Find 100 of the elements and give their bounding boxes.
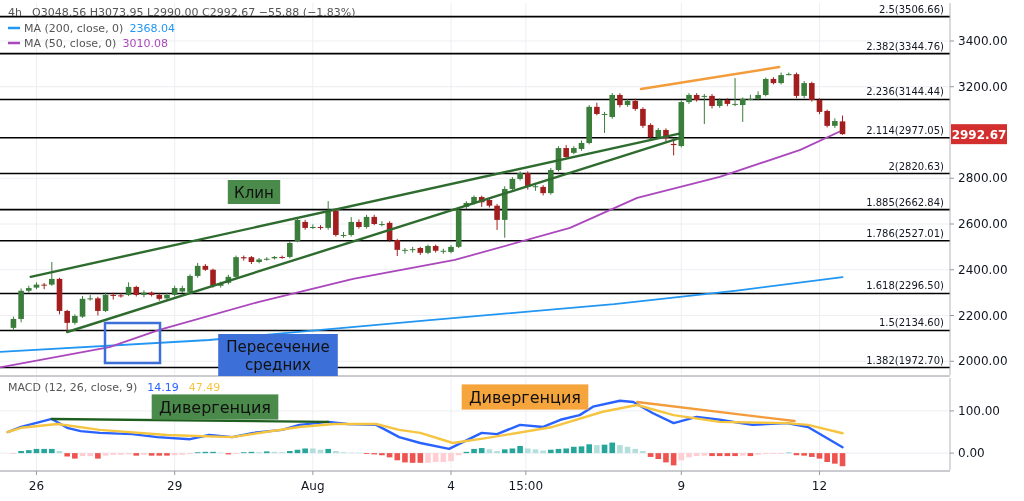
bar bbox=[25, 450, 32, 454]
chart-title: MACD (12, 26, close, 9) bbox=[8, 381, 138, 394]
bar bbox=[148, 453, 155, 456]
bar bbox=[87, 453, 93, 457]
candlestick bbox=[279, 255, 285, 260]
y-tick-label: 100.00 bbox=[958, 403, 1000, 418]
ref-line-label: 1.885(2662.84) bbox=[866, 196, 945, 208]
bar bbox=[501, 449, 508, 454]
bar bbox=[417, 453, 424, 463]
y-tick-label: 2200.00 bbox=[958, 308, 1008, 323]
bar bbox=[655, 453, 662, 460]
annotation: Дивергенция bbox=[469, 388, 581, 408]
candlestick bbox=[141, 289, 147, 298]
chart-title: 4h bbox=[8, 6, 22, 19]
bar bbox=[647, 453, 654, 457]
legend-label: MA (50, close, 0) bbox=[24, 37, 117, 50]
bar bbox=[617, 445, 623, 454]
ref-line-label: 1.382(1972.70) bbox=[866, 354, 945, 366]
bar bbox=[72, 453, 78, 459]
candlestick bbox=[325, 200, 331, 231]
bar bbox=[548, 449, 554, 454]
bar bbox=[486, 449, 493, 454]
ref-line-label: 2.114(2977.05) bbox=[866, 124, 945, 136]
bar bbox=[409, 453, 416, 463]
annotation: Дивергенция bbox=[159, 398, 271, 418]
y-tick-label: 3400.00 bbox=[958, 33, 1008, 48]
bar bbox=[440, 453, 447, 462]
bar bbox=[18, 451, 24, 454]
bar bbox=[471, 448, 477, 454]
bar bbox=[64, 453, 70, 457]
candlestick bbox=[356, 218, 362, 230]
ref-line-label: 1.5(2134.60) bbox=[878, 317, 945, 329]
y-tick-label: 3200.00 bbox=[958, 79, 1008, 94]
bar bbox=[609, 442, 616, 454]
bar bbox=[809, 453, 815, 457]
ref-line-label: 1.786(2527.01) bbox=[866, 227, 945, 239]
annotation: O3048.56 H3073.95 L2990.00 C2992.67 −55.88 (−1.83%) bbox=[31, 6, 356, 19]
candlestick bbox=[609, 92, 616, 120]
x-tick-label: 12 bbox=[811, 479, 828, 493]
annotation: 14.19 bbox=[147, 381, 179, 394]
bar bbox=[816, 453, 823, 459]
x-tick-label: 29 bbox=[167, 479, 183, 493]
candlestick bbox=[64, 309, 70, 333]
annotation: 3010.08 bbox=[122, 37, 168, 50]
candlestick bbox=[95, 296, 101, 317]
ref-line-label: 2.236(3144.44) bbox=[866, 86, 945, 98]
y-tick-label: 0.00 bbox=[958, 446, 985, 461]
candlestick bbox=[640, 106, 646, 129]
candlestick bbox=[263, 256, 270, 262]
candlestick bbox=[762, 77, 769, 97]
bar bbox=[832, 453, 838, 464]
candlestick bbox=[809, 81, 815, 103]
bar bbox=[448, 453, 454, 462]
ref-line-label: 2.382(3344.76) bbox=[866, 40, 945, 52]
bar bbox=[571, 446, 577, 454]
bar bbox=[394, 453, 401, 461]
bar bbox=[49, 448, 55, 454]
bar bbox=[302, 448, 308, 454]
bar bbox=[133, 453, 140, 456]
bar bbox=[102, 453, 109, 456]
bar bbox=[801, 453, 807, 456]
bar bbox=[532, 449, 539, 454]
candlestick bbox=[79, 295, 86, 319]
bar bbox=[640, 451, 646, 454]
bar bbox=[709, 453, 715, 457]
candlestick bbox=[41, 282, 47, 290]
bar bbox=[594, 445, 600, 454]
bar bbox=[164, 453, 170, 456]
annotation: Пересечение средних bbox=[226, 338, 330, 374]
y-tick-label: 2600.00 bbox=[958, 217, 1008, 231]
bar bbox=[478, 448, 485, 454]
y-tick-label: 2800.00 bbox=[958, 171, 1008, 186]
bar bbox=[632, 448, 639, 454]
candlestick bbox=[755, 90, 761, 101]
bar bbox=[402, 453, 408, 463]
bar bbox=[732, 453, 738, 457]
candlestick bbox=[348, 216, 355, 238]
bar bbox=[563, 448, 569, 454]
bar bbox=[494, 451, 500, 454]
bar bbox=[824, 453, 830, 462]
bar bbox=[95, 453, 101, 459]
bar bbox=[663, 453, 669, 463]
bar bbox=[310, 448, 316, 454]
bar bbox=[432, 453, 439, 462]
bar bbox=[701, 453, 708, 456]
bar bbox=[41, 448, 47, 454]
text: 2992.67 bbox=[951, 127, 1007, 142]
x-tick-label: 15:00 bbox=[508, 479, 544, 493]
candlestick bbox=[739, 96, 746, 123]
bar bbox=[156, 453, 163, 456]
ref-line-label: 2(2820.63) bbox=[888, 160, 945, 172]
candlestick bbox=[379, 220, 385, 227]
bar bbox=[425, 453, 431, 463]
legend-label: MA (200, close, 0) bbox=[24, 22, 124, 35]
y-tick-label: 2400.00 bbox=[958, 262, 1008, 277]
candlestick bbox=[402, 247, 408, 255]
ref-line-label: 1.618(2296.50) bbox=[866, 280, 945, 292]
ref-line-label: 2.5(3506.66) bbox=[878, 3, 945, 15]
bar bbox=[333, 451, 339, 454]
x-tick-label: 26 bbox=[28, 479, 45, 493]
